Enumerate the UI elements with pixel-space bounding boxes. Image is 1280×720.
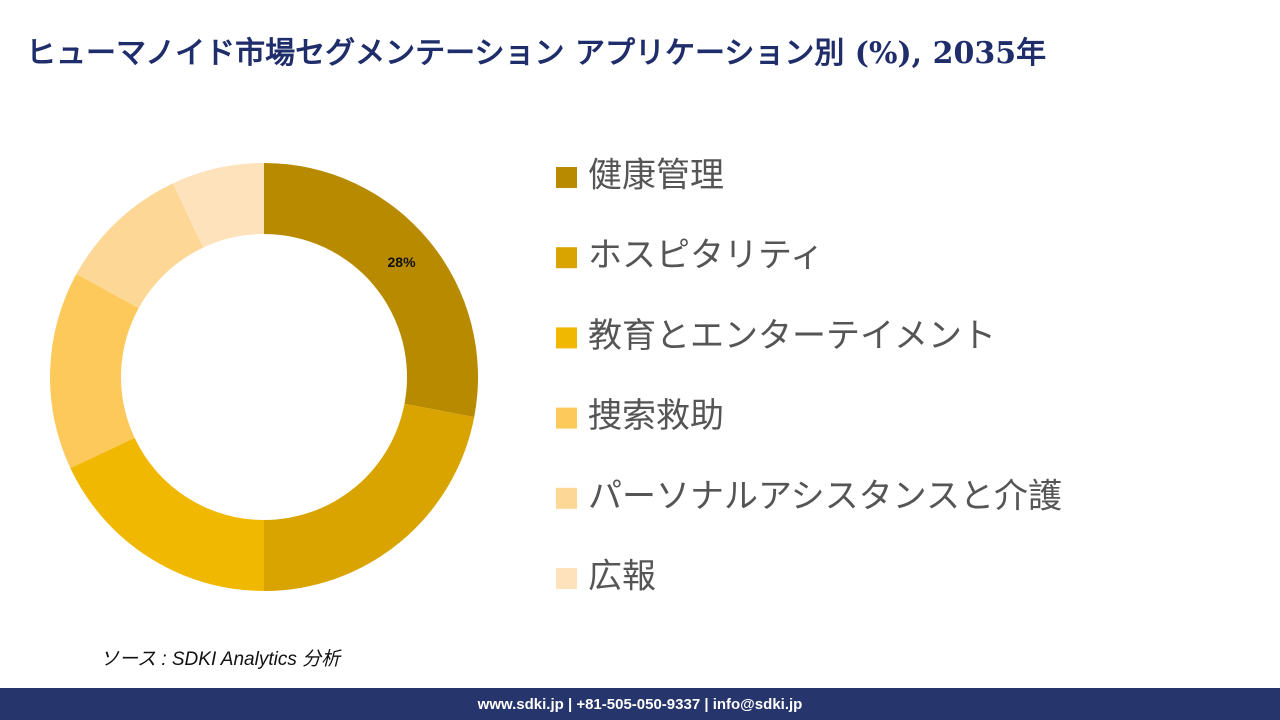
donut-segment [70, 437, 265, 591]
legend-label: ホスピタリティ [588, 236, 824, 276]
donut-segment [264, 403, 475, 591]
donut-segment [264, 163, 478, 418]
legend-label: 教育とエンターテイメント [588, 316, 996, 356]
legend-label: 捜索救助 [588, 396, 724, 436]
legend-swatch [556, 568, 577, 589]
footer: www.sdki.jp | +81-505-050-9337 | info@sd… [477, 696, 803, 713]
legend-swatch [556, 487, 577, 509]
legend-label: パーソナルアシスタンスと介護 [588, 476, 1062, 516]
data-label: 28% [388, 254, 417, 270]
footer-bar [0, 688, 1280, 720]
chart-title: ヒューマノイド市場セグメンテーション アプリケーション別 (%), 2035年 [26, 36, 1046, 71]
legend-swatch [556, 327, 577, 349]
legend-label: 健康管理 [588, 156, 724, 196]
legend-swatch [556, 167, 577, 188]
legend-swatch [556, 407, 577, 429]
source: ソース : SDKI Analytics 分析 [100, 649, 342, 670]
donut-segment [172, 163, 264, 248]
legend-label: 広報 [588, 557, 656, 597]
donut-segment [50, 273, 139, 469]
donut-segment [76, 183, 204, 309]
legend-swatch [556, 247, 577, 269]
